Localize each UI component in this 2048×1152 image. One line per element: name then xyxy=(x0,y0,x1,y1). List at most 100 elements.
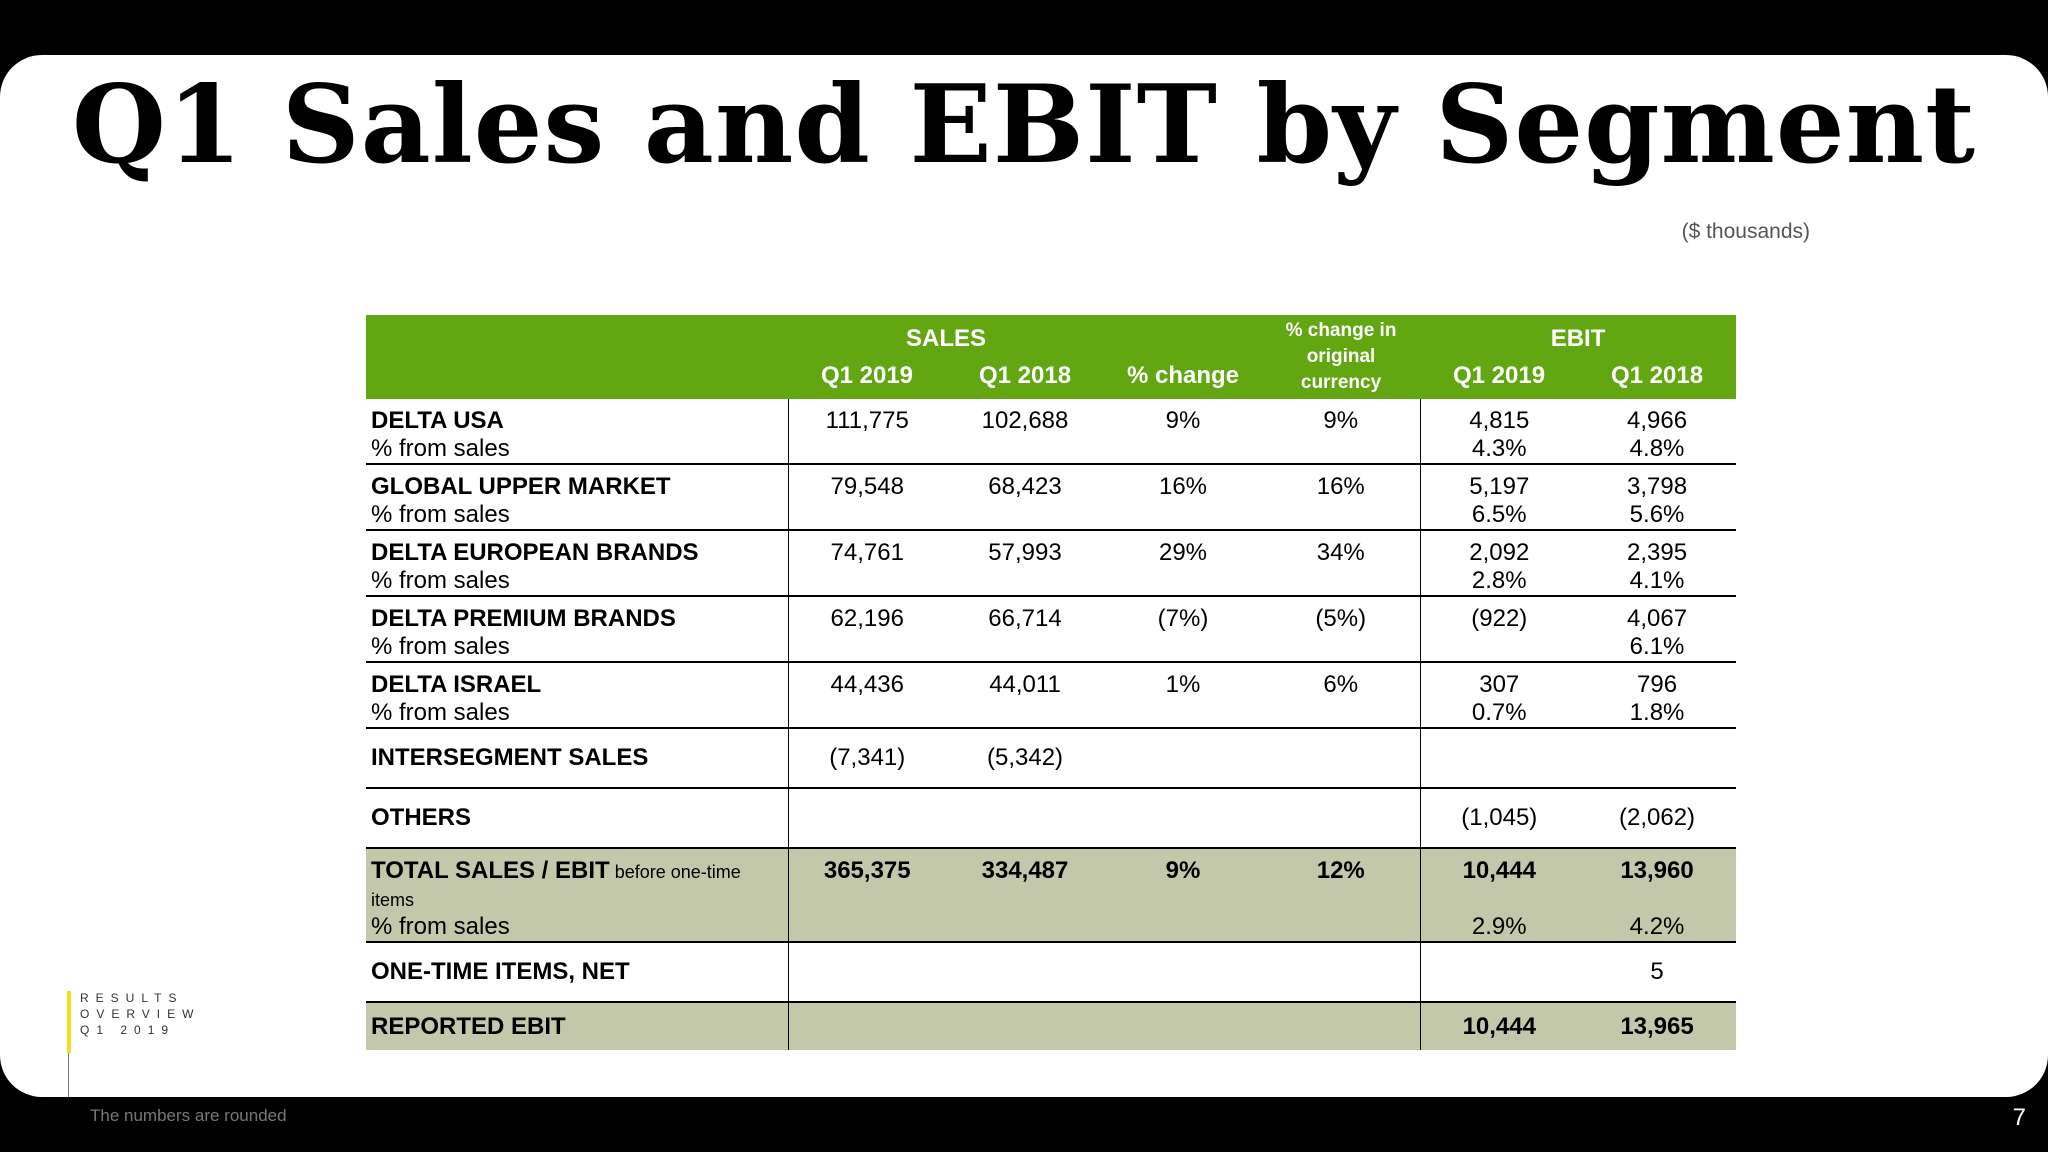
ebit-pct-q1-2018: 6.1% xyxy=(1578,633,1737,663)
segment-name: OTHERS xyxy=(366,788,789,849)
pct-change-orig: 6% xyxy=(1262,662,1421,699)
table-row: DELTA PREMIUM BRANDS 62,196 66,714 (7%) … xyxy=(366,596,1736,633)
pct-change-orig: (5%) xyxy=(1262,596,1421,633)
segment-name: ONE-TIME ITEMS, NET xyxy=(366,942,789,1003)
table-row-total: TOTAL SALES / EBIT before one-time items… xyxy=(366,848,1737,913)
ebit-pct-q1-2019: 6.5% xyxy=(1420,501,1579,531)
pct-change: 9% xyxy=(1104,848,1263,913)
units-note: ($ thousands) xyxy=(1681,220,1810,243)
table-row-reported-ebit: REPORTED EBIT 10,444 13,965 xyxy=(366,1002,1737,1050)
pct-change: 9% xyxy=(1165,407,1201,434)
ebit-q1-2019: (922) xyxy=(1471,605,1528,632)
page-number: 7 xyxy=(2012,1104,2026,1131)
pct-change: 16% xyxy=(1158,473,1208,500)
sales-q1-2018: 102,688 xyxy=(981,407,1069,434)
pct-change: 29% xyxy=(1158,539,1208,566)
segment-name: DELTA USA xyxy=(366,399,789,435)
ebit-q1-2018: 5 xyxy=(1578,942,1737,1003)
ebit-pct-q1-2018: 4.2% xyxy=(1578,913,1737,943)
pct-change-orig: 9% xyxy=(1262,399,1421,435)
table-column-header: Q1 2019 Q1 2018 % change Q1 2019 Q1 2018 xyxy=(366,353,1737,399)
col-header-sales-q1-2018: Q1 2018 xyxy=(946,353,1105,399)
pct-change-orig: 16% xyxy=(1262,464,1421,501)
ebit-q1-2018: 796 xyxy=(1637,671,1678,698)
ebit-group-header: EBIT xyxy=(1420,315,1737,353)
table-subrow: % from sales 0.7% 1.8% xyxy=(366,699,1737,729)
pct-from-sales-label: % from sales xyxy=(366,435,789,465)
ebit-q1-2019: 10,444 xyxy=(1420,1002,1579,1050)
ebit-pct-q1-2019: 0.7% xyxy=(1420,699,1579,729)
sales-q1-2019: 365,375 xyxy=(788,848,946,913)
ebit-q1-2019: 5,197 xyxy=(1469,473,1530,500)
table-row-one-time: ONE-TIME ITEMS, NET 5 xyxy=(366,942,1737,1003)
ebit-q1-2019: 2,092 xyxy=(1469,539,1530,566)
pct-change: 1% xyxy=(1165,671,1201,698)
segment-name: DELTA PREMIUM BRANDS xyxy=(366,596,789,633)
table-row: DELTA ISRAEL 44,436 44,011 1% 6% 307 796 xyxy=(366,662,1736,699)
ebit-q1-2018: 2,395 xyxy=(1626,539,1688,566)
col-header-ebit-q1-2019: Q1 2019 xyxy=(1420,353,1579,399)
table-subrow: % from sales 2.8% 4.1% xyxy=(366,567,1737,597)
ebit-pct-q1-2018: 4.8% xyxy=(1578,435,1737,465)
segment-name: DELTA ISRAEL xyxy=(366,662,789,699)
table-row: DELTA USA 111,775 102,688 9% 9% 4,815 4,… xyxy=(366,399,1736,435)
ebit-q1-2019: 10,444 xyxy=(1420,848,1579,913)
segment-name: DELTA EUROPEAN BRANDS xyxy=(366,530,789,567)
sales-q1-2018: 68,423 xyxy=(988,473,1062,500)
segment-name: GLOBAL UPPER MARKET xyxy=(366,464,789,501)
table-row: DELTA EUROPEAN BRANDS 74,761 57,993 29% … xyxy=(366,530,1736,567)
ebit-pct-q1-2019: 2.8% xyxy=(1420,567,1579,597)
pct-from-sales-label: % from sales xyxy=(366,633,789,663)
ebit-q1-2019: 4,815 xyxy=(1469,407,1530,434)
sales-group-header: SALES xyxy=(788,315,1105,353)
pct-change-orig: 34% xyxy=(1262,530,1421,567)
col-header-pct-change: % change xyxy=(1104,353,1263,399)
ebit-q1-2018: 3,798 xyxy=(1626,473,1688,500)
section-label: RESULTS OVERVIEW Q1 2019 xyxy=(80,991,201,1037)
table-row-intersegment: INTERSEGMENT SALES (7,341) (5,342) xyxy=(366,728,1737,789)
pct-change: (7%) xyxy=(1157,605,1209,632)
pct-change-orig: 12% xyxy=(1262,848,1421,913)
sales-q1-2019: (7,341) xyxy=(788,728,946,789)
ebit-pct-q1-2019 xyxy=(1420,633,1579,663)
ebit-pct-q1-2018: 1.8% xyxy=(1578,699,1737,729)
ebit-pct-q1-2018: 5.6% xyxy=(1578,501,1737,531)
ebit-q1-2018: 4,966 xyxy=(1626,407,1688,434)
sales-q1-2018: 57,993 xyxy=(988,539,1062,566)
table-subrow-total: % from sales 2.9% 4.2% xyxy=(366,913,1737,943)
col-header-sales-q1-2019: Q1 2019 xyxy=(788,353,946,399)
sales-q1-2019: 74,761 xyxy=(830,539,904,566)
segment-table: SALES % change in original currency EBIT… xyxy=(366,315,1737,1050)
table-row-others: OTHERS (1,045) (2,062) xyxy=(366,788,1737,849)
sales-q1-2018: 66,714 xyxy=(988,605,1062,632)
sales-q1-2018: (5,342) xyxy=(946,728,1105,789)
table-subrow: % from sales 4.3% 4.8% xyxy=(366,435,1737,465)
ebit-pct-q1-2019: 2.9% xyxy=(1420,913,1579,943)
sales-q1-2018: 334,487 xyxy=(946,848,1105,913)
table-group-header: SALES % change in original currency EBIT xyxy=(366,315,1737,399)
table-subrow: % from sales 6.1% xyxy=(366,633,1737,663)
ebit-pct-q1-2018: 4.1% xyxy=(1578,567,1737,597)
accent-bar xyxy=(67,991,71,1053)
ebit-q1-2018: 13,960 xyxy=(1578,848,1737,913)
ebit-q1-2019: 307 xyxy=(1479,671,1520,698)
sales-q1-2019: 79,548 xyxy=(830,473,904,500)
segment-name: INTERSEGMENT SALES xyxy=(366,728,789,789)
footnote: The numbers are rounded xyxy=(90,1106,287,1125)
table-row: GLOBAL UPPER MARKET 79,548 68,423 16% 16… xyxy=(366,464,1736,501)
col-header-pct-change-orig: % change in original currency xyxy=(1262,315,1421,399)
ebit-pct-q1-2019: 4.3% xyxy=(1420,435,1579,465)
page-title: Q1 Sales and EBIT by Segment xyxy=(71,62,1977,188)
sales-q1-2019: 44,436 xyxy=(830,671,904,698)
sales-q1-2019: 111,775 xyxy=(825,407,909,434)
pct-from-sales-label: % from sales xyxy=(366,501,789,531)
sales-q1-2018: 44,011 xyxy=(989,671,1061,698)
ebit-q1-2018: (2,062) xyxy=(1578,788,1737,849)
sales-q1-2019: 62,196 xyxy=(830,605,904,632)
col-header-ebit-q1-2018: Q1 2018 xyxy=(1578,353,1737,399)
pct-from-sales-label: % from sales xyxy=(366,699,789,729)
divider xyxy=(68,1053,69,1097)
total-label: TOTAL SALES / EBIT before one-time items xyxy=(366,848,789,913)
ebit-q1-2018: 4,067 xyxy=(1626,605,1688,632)
ebit-q1-2018: 13,965 xyxy=(1578,1002,1737,1050)
